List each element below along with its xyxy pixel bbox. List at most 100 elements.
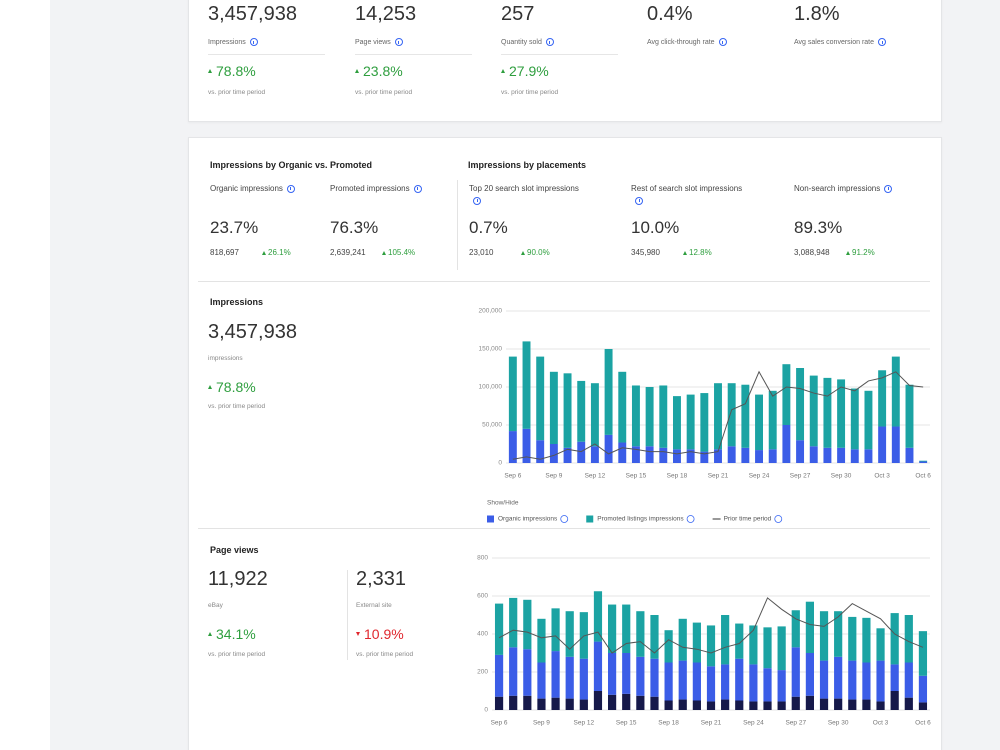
bar-segment [837, 447, 846, 463]
kpi-value: 3,457,938 [208, 3, 297, 25]
x-tick-label: Sep 27 [790, 473, 811, 480]
line-series [512, 370, 924, 460]
bar-segment [537, 662, 546, 699]
kpi-value: 14,253 [355, 3, 417, 25]
bar-segment [604, 434, 613, 463]
bar-segment [735, 700, 744, 710]
kpi-note: vs. prior time period [208, 89, 266, 96]
bar-segment [749, 625, 758, 665]
metric-label: Non-search impressions [794, 183, 906, 195]
bar-segment [650, 696, 659, 710]
bar-segment [579, 699, 588, 710]
section-title: Impressions by placements [468, 160, 587, 170]
bar-segment [577, 441, 586, 463]
info-icon[interactable] [635, 196, 643, 205]
bar-segment [850, 388, 859, 450]
bar-segment [494, 654, 504, 697]
bar-segment [523, 599, 532, 650]
bar-segment [508, 431, 517, 463]
y-tick-label: 50,000 [482, 422, 502, 429]
panel-unit: impressions [208, 355, 243, 362]
info-icon[interactable] [286, 184, 295, 193]
bar-segment [536, 440, 545, 463]
bar-segment [782, 364, 791, 425]
metric-share: 10.0% [631, 218, 680, 237]
bar-segment [549, 371, 558, 444]
bar-segment [622, 653, 631, 694]
info-icon[interactable] [884, 184, 893, 193]
bar-segment [645, 387, 654, 447]
kpi-label: Avg click-through rate [647, 38, 727, 46]
info-icon[interactable] [774, 515, 783, 523]
bar-segment [607, 653, 617, 695]
bar-segment [622, 693, 631, 710]
y-tick-label: 400 [477, 631, 488, 638]
bar-segment [796, 368, 805, 441]
bar-segment [692, 622, 701, 663]
bar-segment [848, 616, 857, 661]
bar-segment [763, 668, 772, 702]
bar-segment [509, 597, 518, 648]
x-tick-label: Sep 9 [533, 720, 550, 727]
bar-segment [590, 383, 599, 447]
bar-segment [551, 608, 560, 652]
bar-segment [721, 615, 730, 665]
panel-label: External site [356, 602, 392, 609]
metric-share: 76.3% [330, 218, 379, 237]
bar-segment [891, 426, 900, 463]
bar-segment [631, 385, 640, 447]
bar-segment [523, 649, 532, 696]
x-tick-label: Sep 12 [574, 720, 595, 727]
x-tick-label: Sep 15 [626, 473, 647, 480]
bar-segment [862, 617, 871, 663]
bar-segment [721, 664, 730, 700]
bar-segment [823, 377, 832, 448]
panel-change: 34.1% [208, 626, 256, 642]
bar-segment [659, 447, 668, 463]
kpi-card [188, 0, 942, 122]
divider [347, 570, 348, 660]
bar-segment [876, 701, 885, 710]
metric-count: 2,639,241 [330, 248, 366, 257]
metric-change: 26.1% [262, 248, 291, 257]
bar-segment [878, 426, 887, 463]
y-tick-label: 0 [498, 460, 502, 467]
bar-segment [686, 449, 695, 463]
bar-segment [593, 641, 603, 691]
bar-segment [692, 662, 701, 701]
bar-segment [664, 662, 673, 701]
bar-segment [622, 604, 631, 653]
kpi-value: 257 [501, 3, 535, 25]
info-icon[interactable] [473, 196, 481, 205]
divider [501, 54, 618, 55]
info-icon[interactable] [560, 515, 569, 523]
kpi-note: vs. prior time period [355, 89, 413, 96]
bar-segment [848, 699, 857, 710]
bar-segment [796, 440, 805, 463]
bar-segment [604, 349, 613, 435]
x-tick-label: Oct 3 [873, 720, 889, 727]
info-icon[interactable] [249, 38, 258, 46]
info-icon[interactable] [878, 38, 887, 46]
bar-segment [727, 383, 736, 447]
kpi-note: vs. prior time period [501, 89, 559, 96]
legend-label: Organic impressions [498, 516, 558, 523]
metric-share: 89.3% [794, 218, 843, 237]
info-icon[interactable] [718, 38, 727, 46]
bar-segment [834, 698, 843, 710]
info-icon[interactable] [413, 184, 422, 193]
info-icon[interactable] [686, 515, 695, 523]
bar-segment [891, 356, 900, 427]
panel-value: 2,331 [356, 568, 407, 590]
bar-segment [735, 623, 744, 659]
bar-segment [918, 675, 928, 703]
bar-segment [593, 691, 603, 710]
bar-segment [636, 695, 645, 710]
info-icon[interactable] [545, 38, 554, 46]
info-icon[interactable] [394, 38, 403, 46]
bar-segment [714, 449, 722, 463]
bar-segment [509, 647, 518, 696]
bar-segment [565, 656, 574, 699]
panel-value: 3,457,938 [208, 321, 297, 343]
bar-segment [509, 695, 518, 710]
